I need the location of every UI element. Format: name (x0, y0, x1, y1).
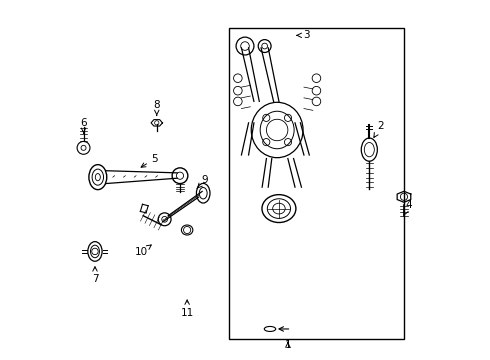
Text: 11: 11 (180, 300, 194, 318)
Text: 4: 4 (404, 200, 412, 215)
Text: 7: 7 (92, 267, 98, 284)
Text: 1: 1 (285, 340, 291, 350)
Text: 2: 2 (374, 121, 384, 138)
Text: 10: 10 (135, 245, 151, 257)
Text: 6: 6 (80, 118, 87, 134)
Text: 3: 3 (297, 30, 310, 40)
Bar (229, 28, 404, 339)
Text: 8: 8 (153, 100, 160, 116)
Text: 5: 5 (141, 154, 158, 167)
Text: 9: 9 (197, 175, 208, 189)
